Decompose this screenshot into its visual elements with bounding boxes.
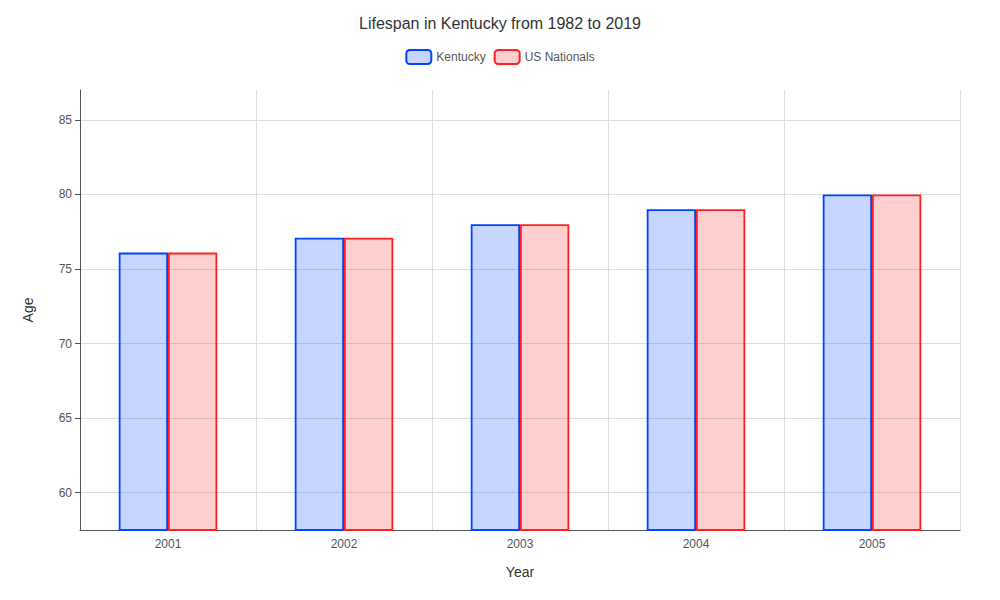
svg-text:2003: 2003 (507, 537, 534, 551)
svg-text:65: 65 (59, 411, 73, 425)
svg-text:2001: 2001 (155, 537, 182, 551)
svg-text:US Nationals: US Nationals (525, 50, 595, 64)
svg-text:75: 75 (59, 262, 73, 276)
svg-text:2004: 2004 (683, 537, 710, 551)
svg-text:2005: 2005 (859, 537, 886, 551)
svg-text:85: 85 (59, 113, 73, 127)
svg-text:Age: Age (20, 297, 36, 322)
svg-text:60: 60 (59, 486, 73, 500)
svg-text:2002: 2002 (331, 537, 358, 551)
svg-text:Lifespan in Kentucky from 1982: Lifespan in Kentucky from 1982 to 2019 (359, 15, 641, 32)
svg-text:80: 80 (59, 187, 73, 201)
svg-text:Kentucky: Kentucky (436, 50, 485, 64)
svg-text:70: 70 (59, 337, 73, 351)
svg-text:Year: Year (506, 564, 535, 580)
